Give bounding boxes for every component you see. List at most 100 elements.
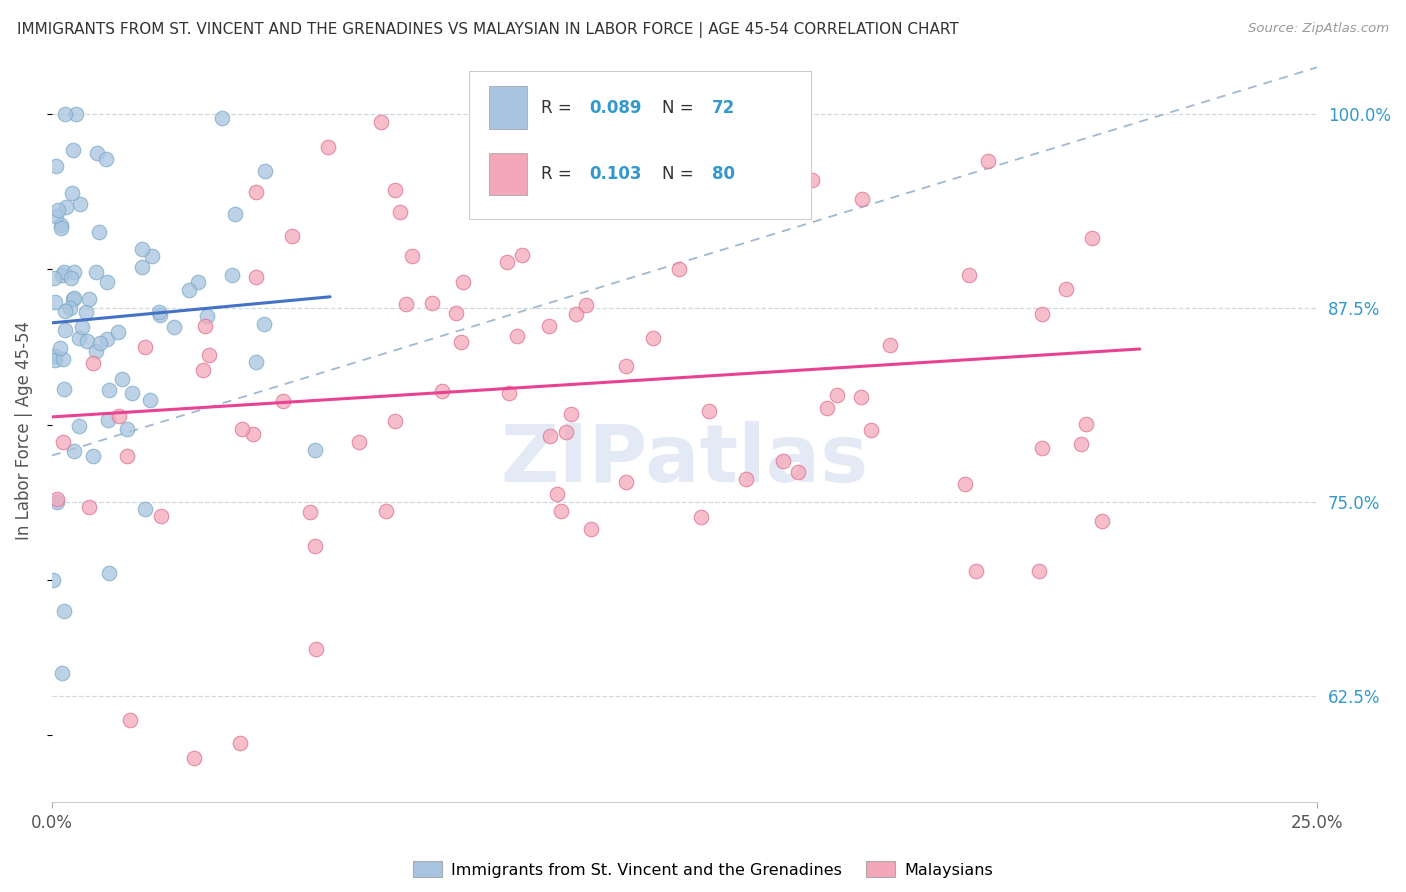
- Point: [229, 736, 252, 750]
- Point: [82, 449, 104, 463]
- Point: [859, 424, 882, 438]
- Point: [420, 296, 443, 310]
- Point: [52, 351, 75, 366]
- Point: [46, 203, 69, 218]
- Point: [879, 337, 901, 351]
- Point: [134, 501, 156, 516]
- Point: [616, 107, 638, 121]
- Point: [574, 298, 596, 312]
- Text: R =: R =: [541, 99, 578, 117]
- Point: [44, 353, 66, 368]
- Point: [108, 409, 131, 424]
- Point: [149, 309, 172, 323]
- Point: [957, 268, 980, 282]
- Point: [977, 153, 1000, 168]
- Point: [772, 454, 794, 468]
- Point: [498, 386, 520, 401]
- Point: [65, 107, 87, 121]
- Point: [401, 249, 423, 263]
- Point: [242, 427, 264, 442]
- Text: R =: R =: [541, 165, 578, 183]
- Point: [668, 262, 690, 277]
- Point: [614, 359, 637, 373]
- Point: [96, 152, 118, 166]
- Text: 72: 72: [713, 99, 735, 117]
- Point: [84, 265, 107, 279]
- Point: [52, 434, 75, 449]
- Point: [825, 388, 848, 402]
- Point: [62, 293, 84, 307]
- Point: [450, 335, 472, 350]
- FancyBboxPatch shape: [489, 153, 527, 195]
- Point: [851, 192, 873, 206]
- Point: [299, 505, 322, 519]
- Point: [643, 331, 665, 345]
- Point: [374, 503, 396, 517]
- Point: [77, 500, 100, 515]
- Point: [49, 218, 72, 232]
- Point: [1081, 231, 1104, 245]
- Point: [849, 390, 872, 404]
- Point: [1074, 417, 1097, 432]
- Point: [53, 604, 76, 618]
- Point: [496, 255, 519, 269]
- Point: [304, 442, 326, 457]
- Point: [538, 429, 561, 443]
- Point: [759, 141, 782, 155]
- Point: [304, 539, 326, 553]
- Point: [45, 209, 67, 223]
- Point: [186, 275, 208, 289]
- Point: [86, 145, 108, 160]
- Point: [111, 372, 134, 386]
- Text: N =: N =: [662, 99, 699, 117]
- Text: 0.089: 0.089: [589, 99, 643, 117]
- Point: [89, 335, 111, 350]
- Point: [734, 472, 756, 486]
- Point: [801, 173, 824, 187]
- Point: [304, 642, 326, 657]
- Point: [194, 318, 217, 333]
- Point: [231, 422, 253, 436]
- FancyBboxPatch shape: [470, 70, 811, 219]
- Point: [46, 495, 69, 509]
- Point: [53, 303, 76, 318]
- Point: [395, 297, 418, 311]
- Point: [221, 268, 243, 282]
- Text: 80: 80: [713, 165, 735, 183]
- Point: [96, 332, 118, 346]
- Point: [689, 510, 711, 524]
- Point: [67, 419, 90, 434]
- Point: [451, 275, 474, 289]
- Point: [150, 509, 173, 524]
- Point: [370, 114, 392, 128]
- Point: [62, 291, 84, 305]
- Point: [1028, 565, 1050, 579]
- Point: [89, 225, 111, 239]
- Point: [253, 318, 276, 332]
- Point: [46, 492, 69, 507]
- Point: [52, 264, 75, 278]
- Point: [965, 564, 987, 578]
- Point: [271, 393, 294, 408]
- Point: [384, 183, 406, 197]
- Point: [148, 304, 170, 318]
- Text: ZIPatlas: ZIPatlas: [501, 421, 869, 500]
- Point: [97, 413, 120, 427]
- Point: [62, 264, 84, 278]
- Point: [579, 522, 602, 536]
- Point: [51, 268, 73, 282]
- Point: [53, 323, 76, 337]
- Point: [49, 221, 72, 235]
- Point: [1054, 282, 1077, 296]
- Point: [44, 295, 66, 310]
- Point: [63, 444, 86, 458]
- Point: [195, 309, 218, 323]
- Text: IMMIGRANTS FROM ST. VINCENT AND THE GRENADINES VS MALAYSIAN IN LABOR FORCE | AGE: IMMIGRANTS FROM ST. VINCENT AND THE GREN…: [17, 22, 959, 38]
- Point: [98, 566, 121, 580]
- Point: [115, 449, 138, 463]
- Point: [1091, 514, 1114, 528]
- Point: [546, 487, 568, 501]
- Point: [69, 331, 91, 345]
- Point: [45, 160, 67, 174]
- Text: 0.103: 0.103: [589, 165, 643, 183]
